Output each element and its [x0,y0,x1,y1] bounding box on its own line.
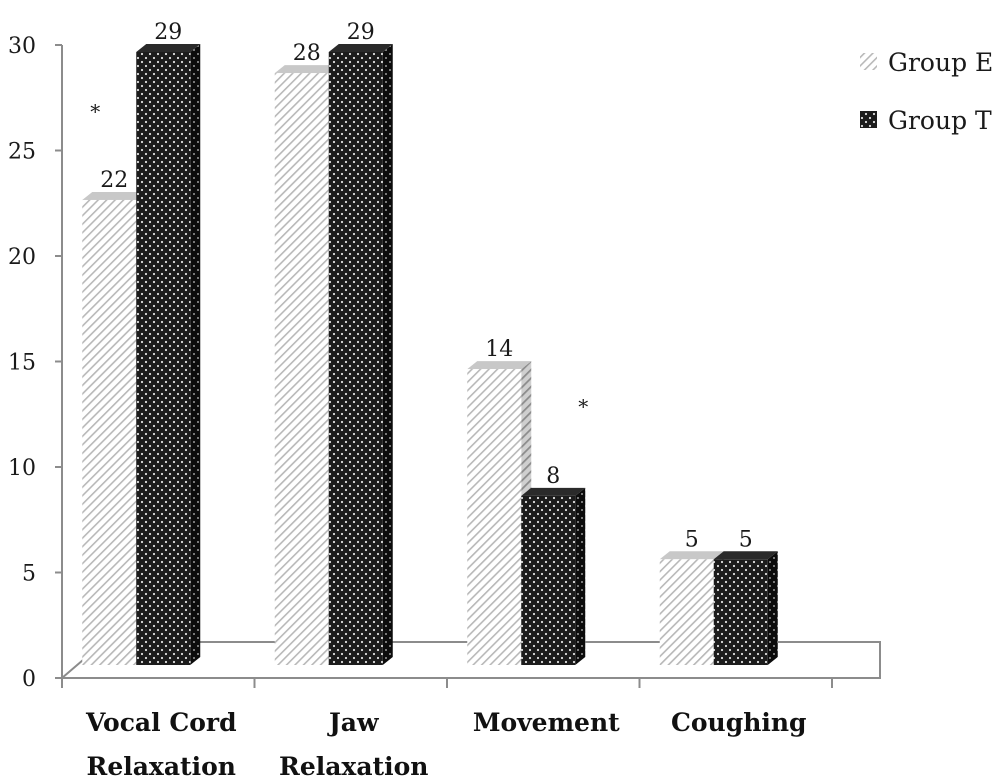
bar-top-group-e [467,361,532,370]
bar-side-group-t [382,44,393,665]
x-category-label: Relaxation [87,752,236,781]
legend-swatch-group-t [860,111,877,128]
bar-group-t [521,495,576,665]
bar-group-t [136,52,191,665]
x-category-label: Coughing [671,708,807,737]
bar-side-group-t [575,487,586,665]
y-tick-label: 10 [8,456,36,481]
y-tick-label: 15 [8,351,36,376]
legend-label-group-e: Group E [888,48,993,77]
value-label-group-e: 14 [485,337,513,362]
legend-label-group-t: Group T [888,106,992,135]
y-tick-label: 25 [8,140,36,165]
y-tick-label: 30 [8,34,36,59]
bar-top-group-t [713,551,778,560]
value-label-group-t: 29 [154,20,182,45]
bar-group-e [274,73,329,665]
value-label-group-e: 28 [293,41,321,66]
legend: Group E Group T [860,48,993,135]
significance-mark: * [90,100,100,124]
value-label-group-t: 8 [546,464,560,489]
bar-group-t [328,52,383,665]
bar-group-e [659,559,714,665]
value-label-group-t: 29 [347,20,375,45]
x-category-label: Vocal Cord [85,708,237,737]
bar-top-group-e [659,551,724,560]
legend-swatch-group-e [860,53,877,70]
bar-side-group-t [190,44,201,665]
y-tick-label: 20 [8,245,36,270]
bar-top-group-t [521,487,586,496]
y-tick-label: 5 [22,562,36,587]
bar-group-e [82,199,137,665]
x-category-label: Movement [473,708,620,737]
value-label-group-e: 22 [100,168,128,193]
bar-top-group-e [274,65,339,74]
bar-top-group-t [328,44,393,52]
significance-mark: * [578,394,588,418]
bar-group-t [713,559,768,665]
x-category-label: Relaxation [279,752,428,781]
x-category-label: Jaw [327,708,380,737]
value-label-group-e: 5 [685,527,699,552]
value-label-group-t: 5 [739,527,753,552]
bar-side-group-t [767,551,778,665]
bar-group-e [467,369,522,665]
y-tick-label: 0 [22,667,36,692]
bar-top-group-e [82,191,147,200]
bar-top-group-t [136,44,201,52]
